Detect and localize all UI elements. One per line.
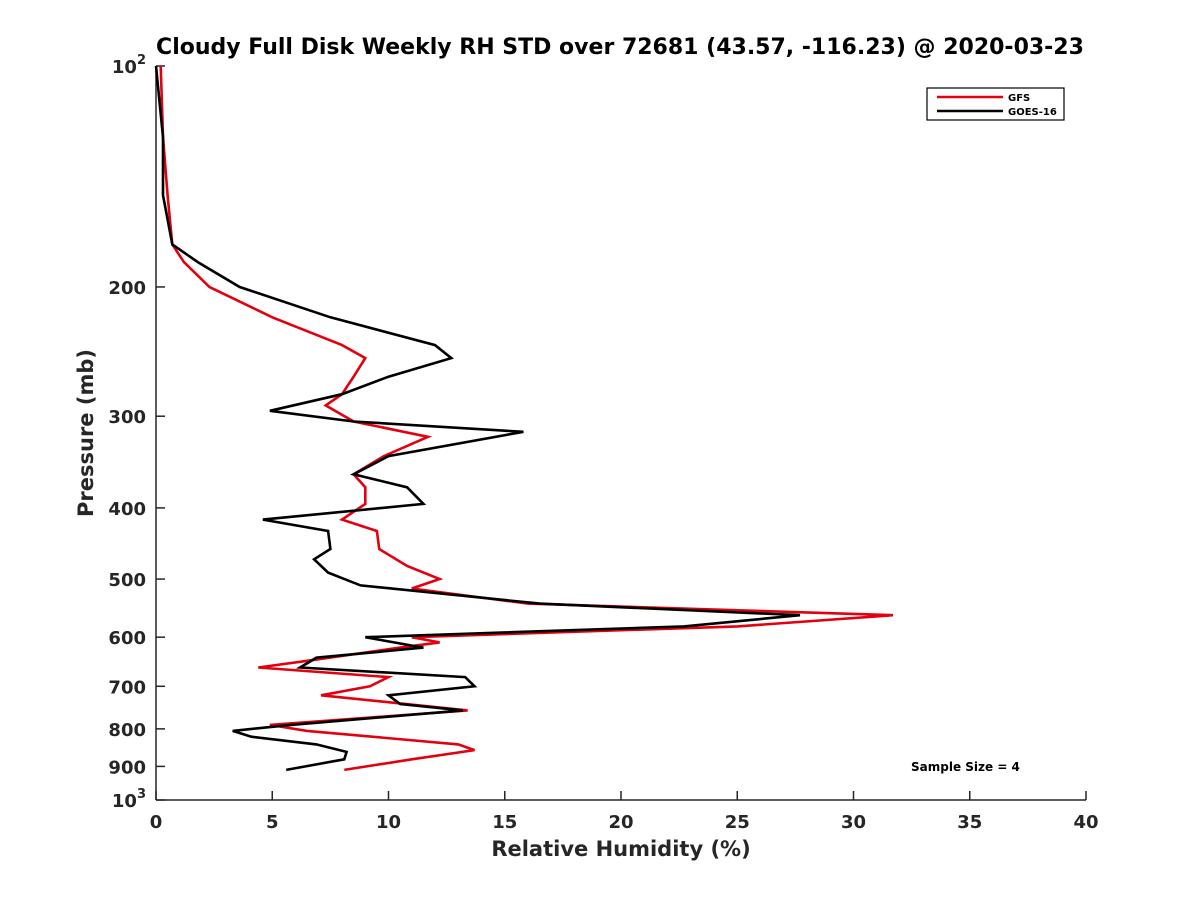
x-tick-label: 15 [492,812,517,833]
legend: GFS GOES-16 [926,87,1065,121]
y-tick-label: 700 [108,677,146,698]
legend-label-gfs: GFS [1008,93,1030,104]
x-tick-label: 10 [376,812,401,833]
series-line-gfs [159,65,894,772]
series-line-goes16 [154,65,801,772]
y-tick-label: 200 [108,278,146,299]
x-tick-label: 30 [841,812,866,833]
y-tick-label: 900 [108,757,146,778]
legend-box [926,87,1065,121]
x-tick-label: 5 [266,812,279,833]
x-tick-label: 25 [725,812,750,833]
y-axis-label: Pressure (mb) [74,349,98,517]
plot-area: 0 5 10 15 20 25 30 35 40 102 200 300 400 500 600 700 80… [108,53,1098,833]
legend-label-goes16: GOES-16 [1008,107,1057,118]
y-tick-label: 600 [108,628,146,649]
chart-title: Cloudy Full Disk Weekly RH STD over 7268… [156,35,1084,60]
y-tick-label: 102 [112,53,146,78]
x-tick-label: 35 [957,812,982,833]
y-axis-ticks: 102 200 300 400 500 600 700 800 900 103 [108,53,165,812]
x-tick-label: 0 [150,812,163,833]
x-tick-label: 20 [608,812,633,833]
y-tick-label: 400 [108,499,146,520]
x-axis-label: Relative Humidity (%) [491,837,750,861]
y-tick-label: 103 [112,787,146,812]
y-tick-label: 800 [108,720,146,741]
y-tick-label: 500 [108,570,146,591]
series-lines [154,65,894,772]
y-tick-label: 300 [108,407,146,428]
x-axis-ticks: 0 5 10 15 20 25 30 35 40 [150,791,1099,833]
x-tick-label: 40 [1073,812,1098,833]
sample-size-annotation: Sample Size = 4 [911,760,1020,774]
